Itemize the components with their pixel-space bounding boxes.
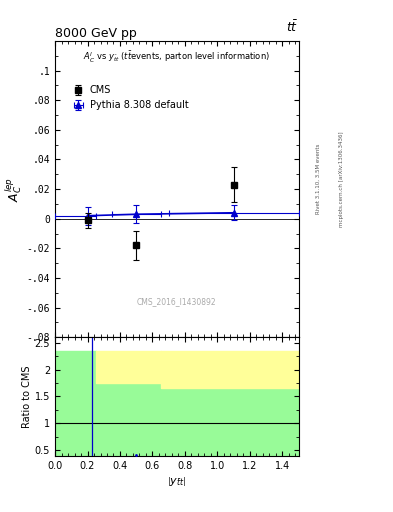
- Text: Rivet 3.1.10, 3.5M events: Rivet 3.1.10, 3.5M events: [316, 144, 321, 215]
- Y-axis label: $A_C^{lep}$: $A_C^{lep}$: [3, 177, 24, 202]
- Text: 8000 GeV pp: 8000 GeV pp: [55, 27, 137, 40]
- Text: mcplots.cern.ch [arXiv:1306.3436]: mcplots.cern.ch [arXiv:1306.3436]: [340, 132, 344, 227]
- Text: CMS_2016_I1430892: CMS_2016_I1430892: [137, 297, 217, 306]
- Y-axis label: Ratio to CMS: Ratio to CMS: [22, 365, 32, 428]
- Legend: CMS, Pythia 8.308 default: CMS, Pythia 8.308 default: [67, 81, 192, 114]
- Text: $A_C^l$ vs $y_{\bar{t}t}$ ($t\bar{t}$events, parton level information): $A_C^l$ vs $y_{\bar{t}t}$ ($t\bar{t}$eve…: [83, 50, 270, 65]
- Text: $t\bar{t}$: $t\bar{t}$: [286, 19, 299, 35]
- X-axis label: $\left|y_{\bar{t}t}\right|$: $\left|y_{\bar{t}t}\right|$: [167, 475, 187, 488]
